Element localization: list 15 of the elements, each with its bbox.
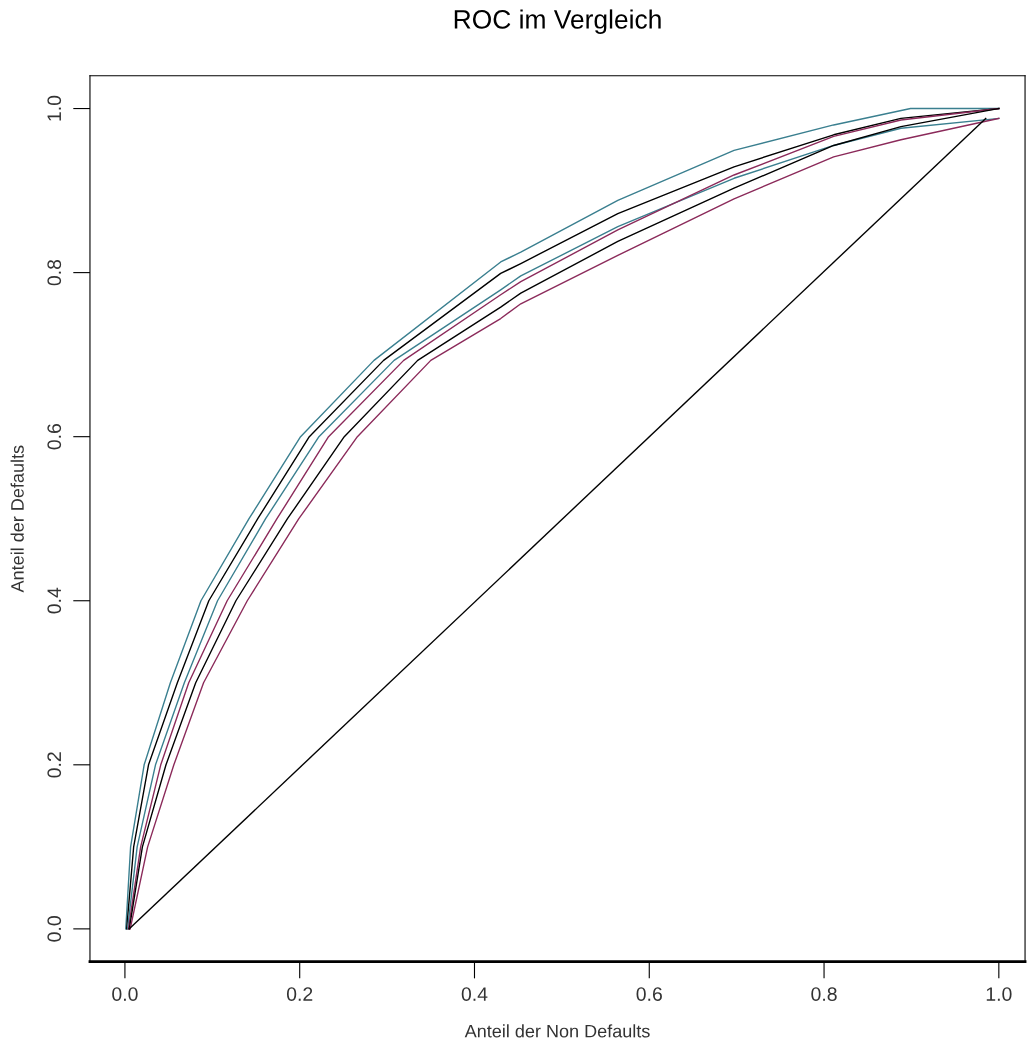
chart-title: ROC im Vergleich — [454, 9, 661, 34]
y-tick-label: 0.6 — [47, 424, 62, 450]
y-tick-label: 0.4 — [47, 587, 62, 614]
y-tick-label: 0.2 — [47, 752, 62, 778]
y-tick-label: 0.8 — [47, 259, 62, 286]
y-axis-title: Anteil der Defaults — [10, 445, 24, 593]
x-tick-label: 0.8 — [811, 987, 837, 1001]
y-tick-label: 0.0 — [47, 916, 62, 942]
x-tick-label: 0.0 — [112, 987, 138, 1001]
x-tick-label: 0.4 — [461, 987, 488, 1001]
x-axis-title: Anteil der Non Defaults — [464, 1024, 650, 1038]
y-tick-label: 1.0 — [47, 95, 62, 121]
x-tick-label: 1.0 — [986, 987, 1012, 1001]
x-tick-label: 0.2 — [286, 987, 313, 1001]
x-tick-label: 0.6 — [636, 987, 662, 1001]
